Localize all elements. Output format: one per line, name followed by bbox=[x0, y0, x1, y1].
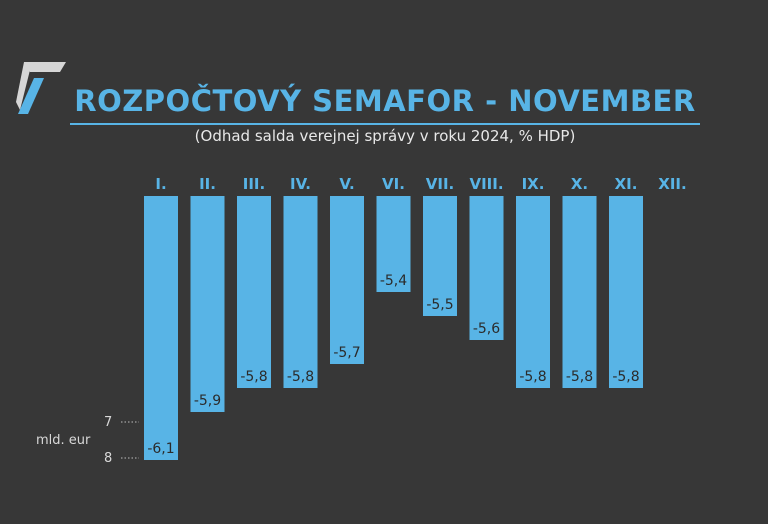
month-label: VII. bbox=[426, 175, 454, 193]
month-label: X. bbox=[571, 175, 588, 193]
chart-title: ROZPOČTOVÝ SEMAFOR - NOVEMBER bbox=[74, 84, 696, 118]
value-label: -5,7 bbox=[333, 345, 360, 361]
month-label: V. bbox=[339, 175, 354, 193]
value-label: -5,8 bbox=[287, 369, 314, 385]
month-label: I. bbox=[155, 175, 166, 193]
value-label: -5,5 bbox=[426, 297, 453, 313]
bar bbox=[469, 196, 504, 340]
month-label: IX. bbox=[522, 175, 545, 193]
month-label: II. bbox=[199, 175, 216, 193]
value-labels: -6,1 -5,9 -5,8 -5,8 -5,7 -5,4 -5,5 -5,6 -5,8 -5,8… bbox=[147, 273, 639, 457]
bar bbox=[609, 196, 643, 388]
value-label: -5,6 bbox=[473, 321, 500, 337]
bar bbox=[190, 196, 225, 412]
bar bbox=[330, 196, 364, 364]
axis-tick-7: 7 bbox=[104, 415, 112, 430]
value-label: -5,4 bbox=[380, 273, 407, 289]
value-label: -5,8 bbox=[612, 369, 639, 385]
bar bbox=[376, 196, 411, 292]
month-label: VI. bbox=[382, 175, 405, 193]
bar bbox=[516, 196, 550, 388]
value-label: -6,1 bbox=[147, 441, 174, 457]
month-label: XII. bbox=[658, 175, 686, 193]
axis-unit-label: mld. eur bbox=[36, 433, 91, 448]
bar bbox=[283, 196, 318, 388]
title-underline bbox=[70, 123, 700, 125]
axis: 7 mld. eur 8 bbox=[36, 415, 139, 466]
chart-subtitle: (Odhad salda verejnej správy v roku 2024… bbox=[194, 127, 576, 145]
bar bbox=[237, 196, 271, 388]
value-label: -5,9 bbox=[194, 393, 221, 409]
month-label: III. bbox=[243, 175, 265, 193]
bar bbox=[423, 196, 457, 316]
value-label: -5,8 bbox=[519, 369, 546, 385]
bar bbox=[144, 196, 178, 460]
month-label: IV. bbox=[290, 175, 311, 193]
bars bbox=[144, 196, 643, 460]
value-label: -5,8 bbox=[566, 369, 593, 385]
month-label: VIII. bbox=[469, 175, 503, 193]
bar bbox=[562, 196, 597, 388]
value-label: -5,8 bbox=[240, 369, 267, 385]
logo-icon bbox=[16, 62, 66, 114]
month-label: XI. bbox=[615, 175, 638, 193]
month-labels: I. II. III. IV. V. VI. VII. VIII. IX. X. XI. XII. bbox=[155, 175, 686, 193]
axis-tick-8: 8 bbox=[104, 451, 112, 466]
